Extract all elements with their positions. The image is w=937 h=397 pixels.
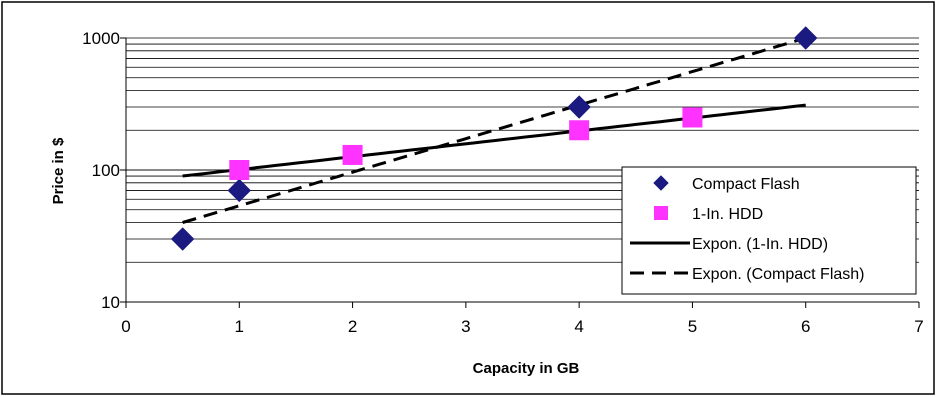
y-axis-title: Price in $ [50,137,67,204]
data-point-compact-flash [227,178,251,203]
legend: Compact Flash 1-In. HDD Expon. (1-In. HDD)… [621,166,917,295]
legend-marker [653,175,669,191]
data-point-compact-flash [794,26,818,50]
x-tick-label: 0 [121,317,130,336]
x-tick-label: 7 [914,317,923,336]
x-tick-label: 4 [574,317,583,336]
trendline-expon-compact-flash- [182,36,807,224]
data-point-1-in-hdd [342,144,363,165]
axes: 0 1 2 3 4 5 6 7 10 100 1000 [82,29,924,336]
legend-label: Compact Flash [692,176,800,193]
data-point-compact-flash [170,227,195,251]
legend-label: Expon. (1-In. HDD) [692,236,828,253]
series-layer [170,26,818,251]
x-tick-label: 3 [461,317,470,336]
x-tick-label: 6 [801,317,810,336]
legend-label: Expon. (Compact Flash) [692,266,865,283]
data-point-compact-flash [567,95,591,119]
y-tick-label: 1000 [82,29,120,48]
legend-box [621,166,917,295]
data-point-1-in-hdd [229,160,250,180]
x-tick-label: 5 [688,317,697,336]
x-axis-title: Capacity in GB [473,360,580,377]
legend-marker [654,206,668,220]
y-tick-label: 10 [101,293,120,312]
y-tick-label: 100 [92,161,120,180]
data-point-1-in-hdd [569,120,590,141]
x-tick-label: 2 [348,317,357,336]
legend-label: 1-In. HDD [692,206,763,223]
x-tick-label: 1 [235,317,244,336]
data-point-1-in-hdd [682,107,703,128]
